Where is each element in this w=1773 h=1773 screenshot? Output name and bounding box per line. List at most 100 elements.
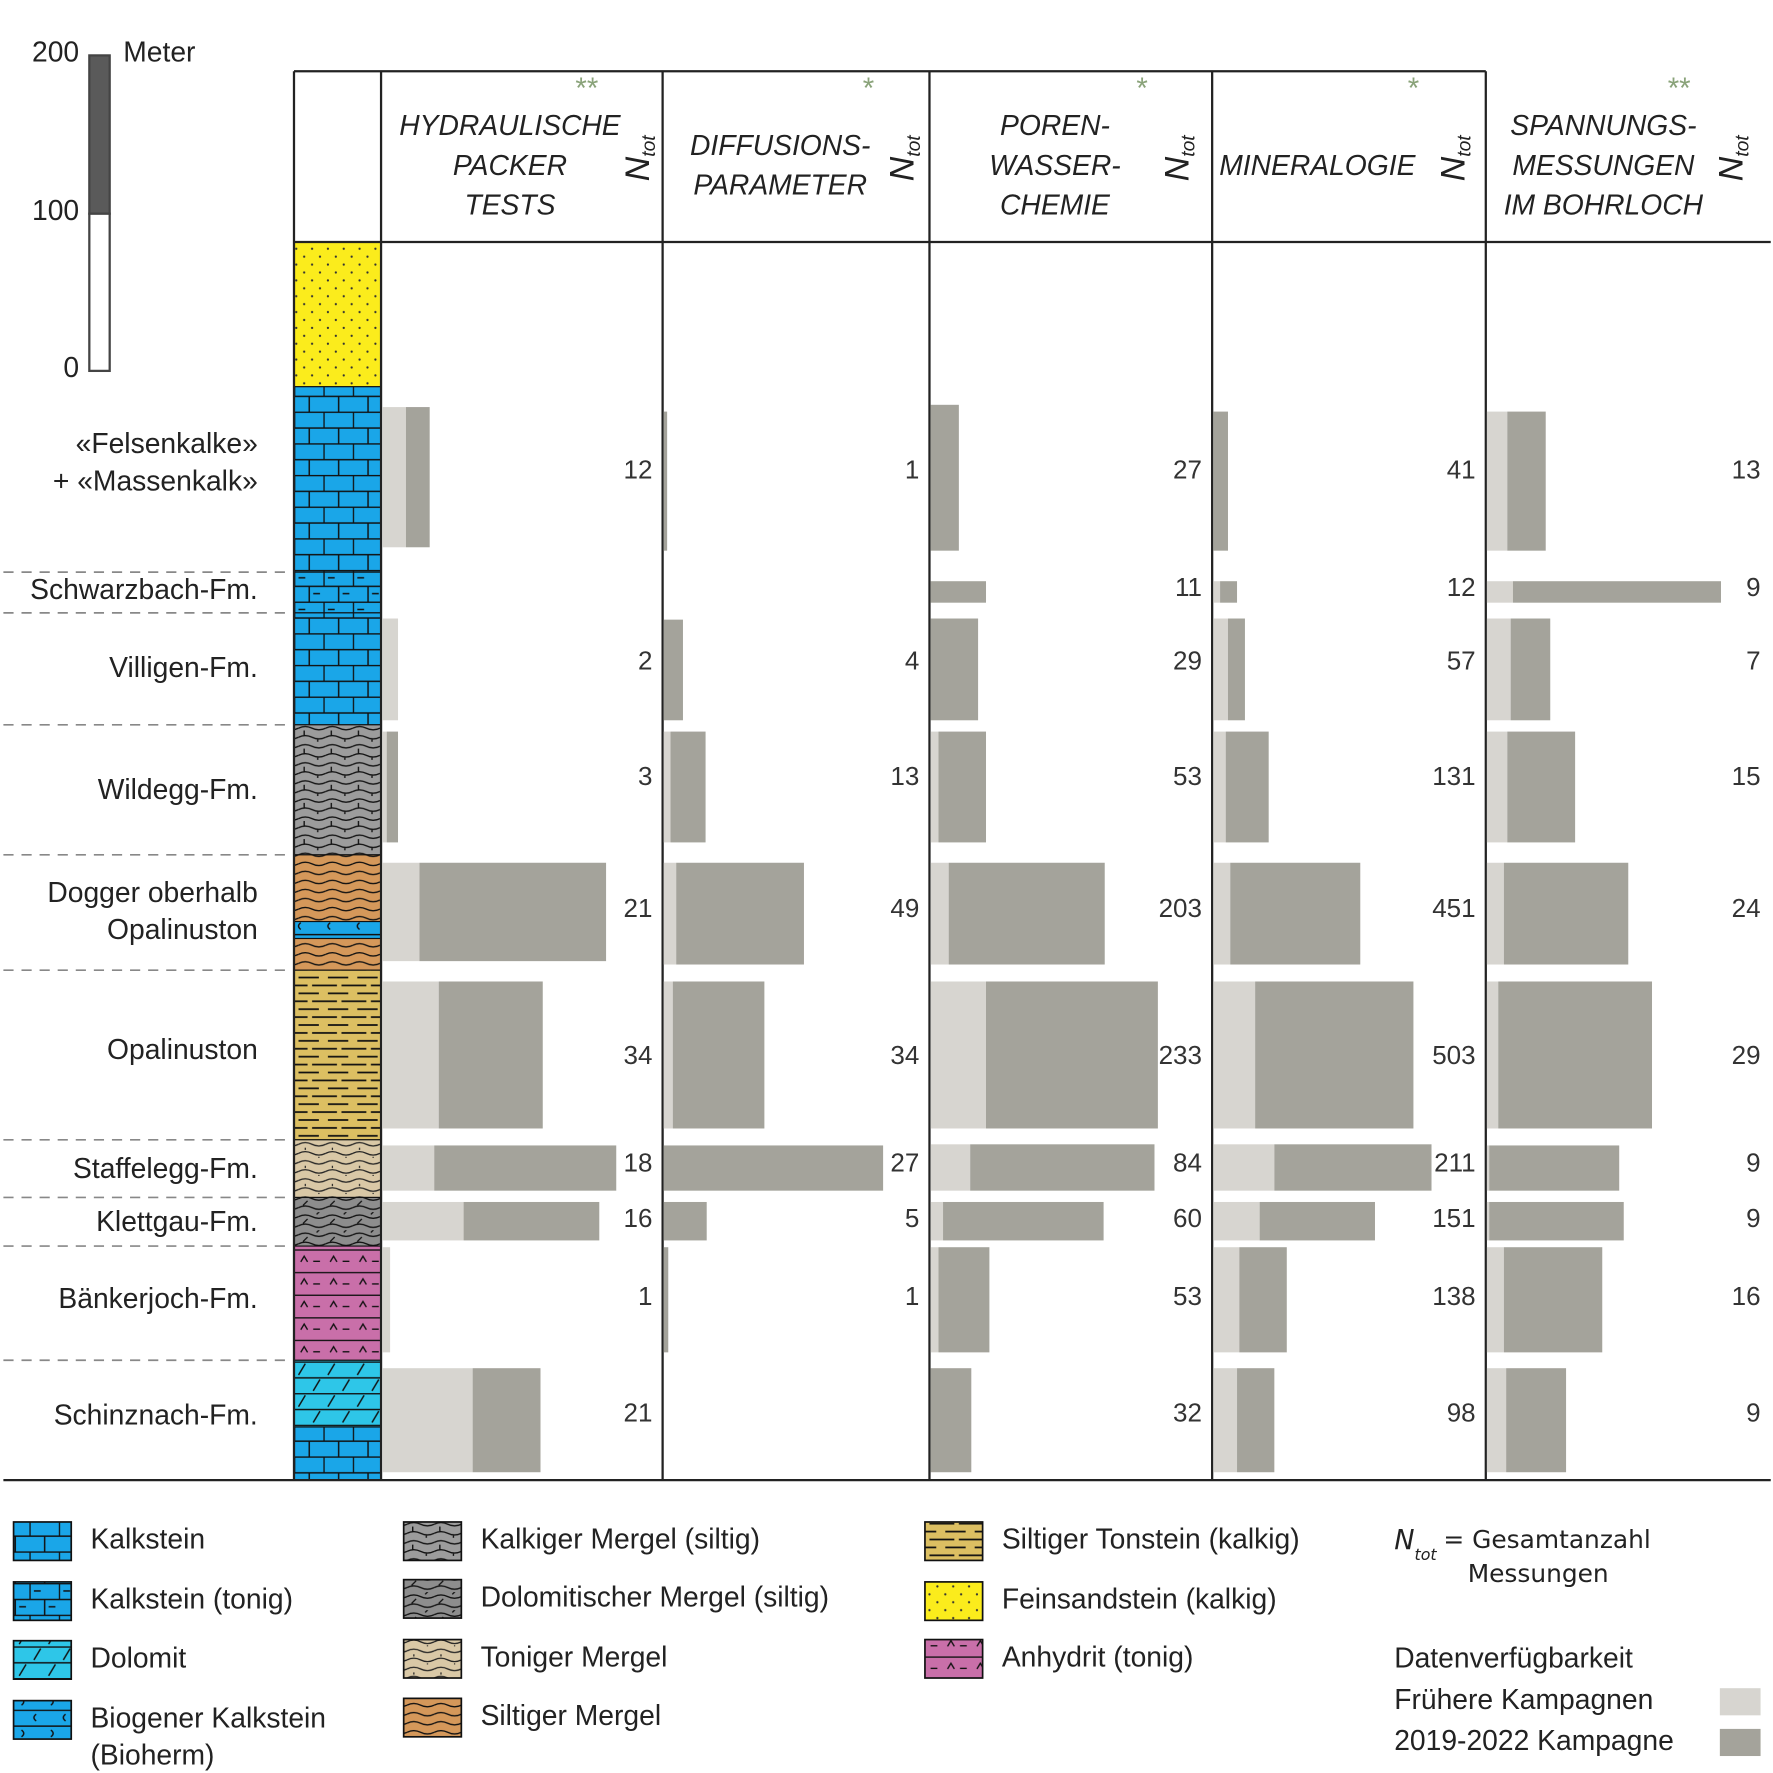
- ntot-value: 16: [1732, 1281, 1761, 1311]
- ntot-value: 2: [638, 645, 652, 675]
- bar-2019-2022-campaign: [930, 581, 987, 603]
- bar-2019-2022-campaign: [948, 862, 1105, 965]
- bar-2019-2022-campaign: [1237, 1368, 1275, 1473]
- bar-earlier-campaigns: [1213, 862, 1231, 965]
- ntot-value: 21: [624, 893, 653, 923]
- ntot-value: 503: [1432, 1040, 1475, 1070]
- bar-earlier-campaigns: [1486, 1145, 1490, 1191]
- bar-2019-2022-campaign: [938, 1247, 990, 1353]
- bar-2019-2022-campaign: [943, 1201, 1104, 1241]
- bar-2019-2022-campaign: [1489, 1201, 1624, 1241]
- ntot-value: 4: [905, 645, 919, 675]
- legend-label: Feinsandstein (kalkig): [1002, 1583, 1277, 1615]
- bar-2019-2022-campaign: [663, 411, 668, 551]
- legend-label: Dolomit: [90, 1641, 186, 1673]
- bar-2019-2022-campaign: [672, 981, 765, 1129]
- bar-2019-2022-campaign: [1507, 411, 1546, 551]
- lithology-segment: [293, 1245, 382, 1361]
- scale-bar-upper: [88, 54, 111, 215]
- lithology-segment: [293, 612, 382, 726]
- ntot-value: 18: [624, 1148, 653, 1178]
- ntot-value: 5: [905, 1203, 919, 1233]
- ntot-equals: = Gesamtanzahl: [1443, 1525, 1650, 1554]
- bar-earlier-campaigns: [382, 862, 420, 962]
- ntot-value: 233: [1159, 1040, 1202, 1070]
- legend-label: Kalkstein (tonig): [90, 1583, 293, 1615]
- ntot-value: 151: [1432, 1203, 1475, 1233]
- bar-earlier-campaigns: [382, 1145, 435, 1191]
- formation-label: Staffelegg-Fm.: [73, 1152, 258, 1184]
- lithology-segment: [293, 969, 382, 1141]
- bar-2019-2022-campaign: [986, 981, 1158, 1129]
- significance-stars: **: [575, 72, 598, 105]
- ntot-subscript: tot: [904, 135, 925, 157]
- bar-2019-2022-campaign: [434, 1145, 617, 1191]
- column-title: PARAMETER: [693, 169, 867, 201]
- legend-label: (Bioherm): [90, 1739, 214, 1771]
- ntot-symbol: N: [1434, 156, 1472, 181]
- lithology-segment: [293, 1139, 382, 1199]
- ntot-value: 21: [624, 1397, 653, 1427]
- legend-swatch: [924, 1581, 984, 1622]
- legend-swatch: [12, 1699, 73, 1740]
- bar-earlier-campaigns: [1213, 581, 1221, 603]
- ntot-header: Ntot: [619, 135, 660, 182]
- legend-swatch: [402, 1578, 463, 1619]
- significance-stars: *: [863, 72, 874, 105]
- formation-label: Wildegg-Fm.: [98, 773, 258, 805]
- significance-stars: *: [1136, 72, 1147, 105]
- bar-2019-2022-campaign: [663, 1201, 707, 1241]
- availability-label: 2019-2022 Kampagne: [1394, 1724, 1674, 1756]
- bar-earlier-campaigns: [382, 407, 406, 548]
- bar-2019-2022-campaign: [930, 1368, 972, 1473]
- ntot-value: 60: [1173, 1203, 1202, 1233]
- legend-label: Biogener Kalkstein: [90, 1701, 326, 1733]
- formation-label: «Felsenkalke»: [76, 427, 258, 459]
- ntot-symbol: N: [1394, 1525, 1414, 1556]
- ntot-header: Ntot: [884, 135, 925, 182]
- legend-label: Anhydrit (tonig): [1002, 1640, 1194, 1672]
- bar-earlier-campaigns: [1486, 618, 1511, 721]
- significance-stars: **: [1668, 72, 1691, 105]
- bar-earlier-campaigns: [663, 731, 671, 843]
- availability-swatch: [1719, 1688, 1761, 1716]
- bar-2019-2022-campaign: [1498, 981, 1653, 1129]
- column-title: SPANNUNGS-: [1510, 109, 1696, 141]
- bar-earlier-campaigns: [930, 862, 949, 965]
- bar-2019-2022-campaign: [1503, 862, 1629, 965]
- bar-2019-2022-campaign: [1503, 1247, 1603, 1353]
- bar-2019-2022-campaign: [1255, 981, 1414, 1129]
- bar-earlier-campaigns: [930, 1247, 939, 1353]
- ntot-value: 15: [1732, 761, 1761, 791]
- formation-label: Bänkerjoch-Fm.: [58, 1282, 257, 1314]
- ntot-value: 29: [1173, 645, 1202, 675]
- bar-2019-2022-campaign: [930, 404, 959, 551]
- scale-bar-lower: [88, 212, 111, 373]
- scale-label: 100: [32, 194, 79, 226]
- scale-label: 0: [63, 351, 79, 383]
- lithology-segment: [293, 1196, 382, 1247]
- bar-2019-2022-campaign: [663, 619, 683, 721]
- ntot-subscript: tot: [1455, 135, 1476, 157]
- column-title: DIFFUSIONS-: [690, 129, 870, 161]
- legend-swatch: [402, 1697, 463, 1738]
- legend-swatch: [12, 1581, 73, 1622]
- ntot-value: 9: [1746, 1148, 1760, 1178]
- formation-label: Schwarzbach-Fm.: [30, 573, 258, 605]
- ntot-value: 27: [1173, 454, 1202, 484]
- ntot-value: 3: [638, 761, 652, 791]
- ntot-header: Ntot: [1158, 135, 1199, 182]
- ntot-value: 9: [1746, 1397, 1760, 1427]
- legend-label: Kalkiger Mergel (siltig): [481, 1523, 760, 1555]
- ntot-value: 13: [890, 761, 919, 791]
- formation-label: Dogger oberhalb: [47, 876, 257, 908]
- column-title: IM BOHRLOCH: [1504, 188, 1704, 220]
- bar-2019-2022-campaign: [1220, 581, 1238, 603]
- ntot-value: 32: [1173, 1397, 1202, 1427]
- ntot-header: Ntot: [1712, 135, 1753, 182]
- column-title: WASSER-: [989, 149, 1120, 181]
- ntot-value: 16: [624, 1203, 653, 1233]
- legend-swatch: [402, 1521, 463, 1562]
- ntot-value: 131: [1432, 761, 1475, 791]
- ntot-subscript: tot: [639, 135, 660, 157]
